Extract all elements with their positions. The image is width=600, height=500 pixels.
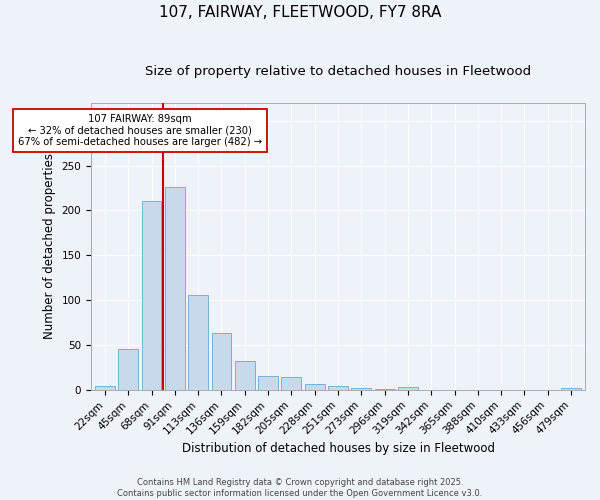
Bar (305, 384, 325, 390)
Text: 107 FAIRWAY: 89sqm
← 32% of detached houses are smaller (230)
67% of semi-detach: 107 FAIRWAY: 89sqm ← 32% of detached hou… (18, 114, 262, 146)
Bar (165, 187, 185, 390)
Title: Size of property relative to detached houses in Fleetwood: Size of property relative to detached ho… (145, 65, 531, 78)
Bar (398, 387, 418, 390)
Bar (235, 361, 254, 390)
Bar (188, 295, 208, 390)
Bar (212, 334, 232, 390)
Bar (561, 388, 581, 390)
Bar (328, 386, 348, 390)
Bar (142, 202, 161, 390)
Bar (118, 348, 138, 390)
Bar (258, 376, 278, 390)
Bar (281, 378, 301, 390)
Y-axis label: Number of detached properties: Number of detached properties (43, 154, 56, 340)
Bar (375, 389, 395, 390)
Text: Contains HM Land Registry data © Crown copyright and database right 2025.
Contai: Contains HM Land Registry data © Crown c… (118, 478, 482, 498)
Text: 107, FAIRWAY, FLEETWOOD, FY7 8RA: 107, FAIRWAY, FLEETWOOD, FY7 8RA (159, 5, 441, 20)
Bar (95, 386, 115, 390)
Bar (352, 388, 371, 390)
X-axis label: Distribution of detached houses by size in Fleetwood: Distribution of detached houses by size … (182, 442, 494, 455)
